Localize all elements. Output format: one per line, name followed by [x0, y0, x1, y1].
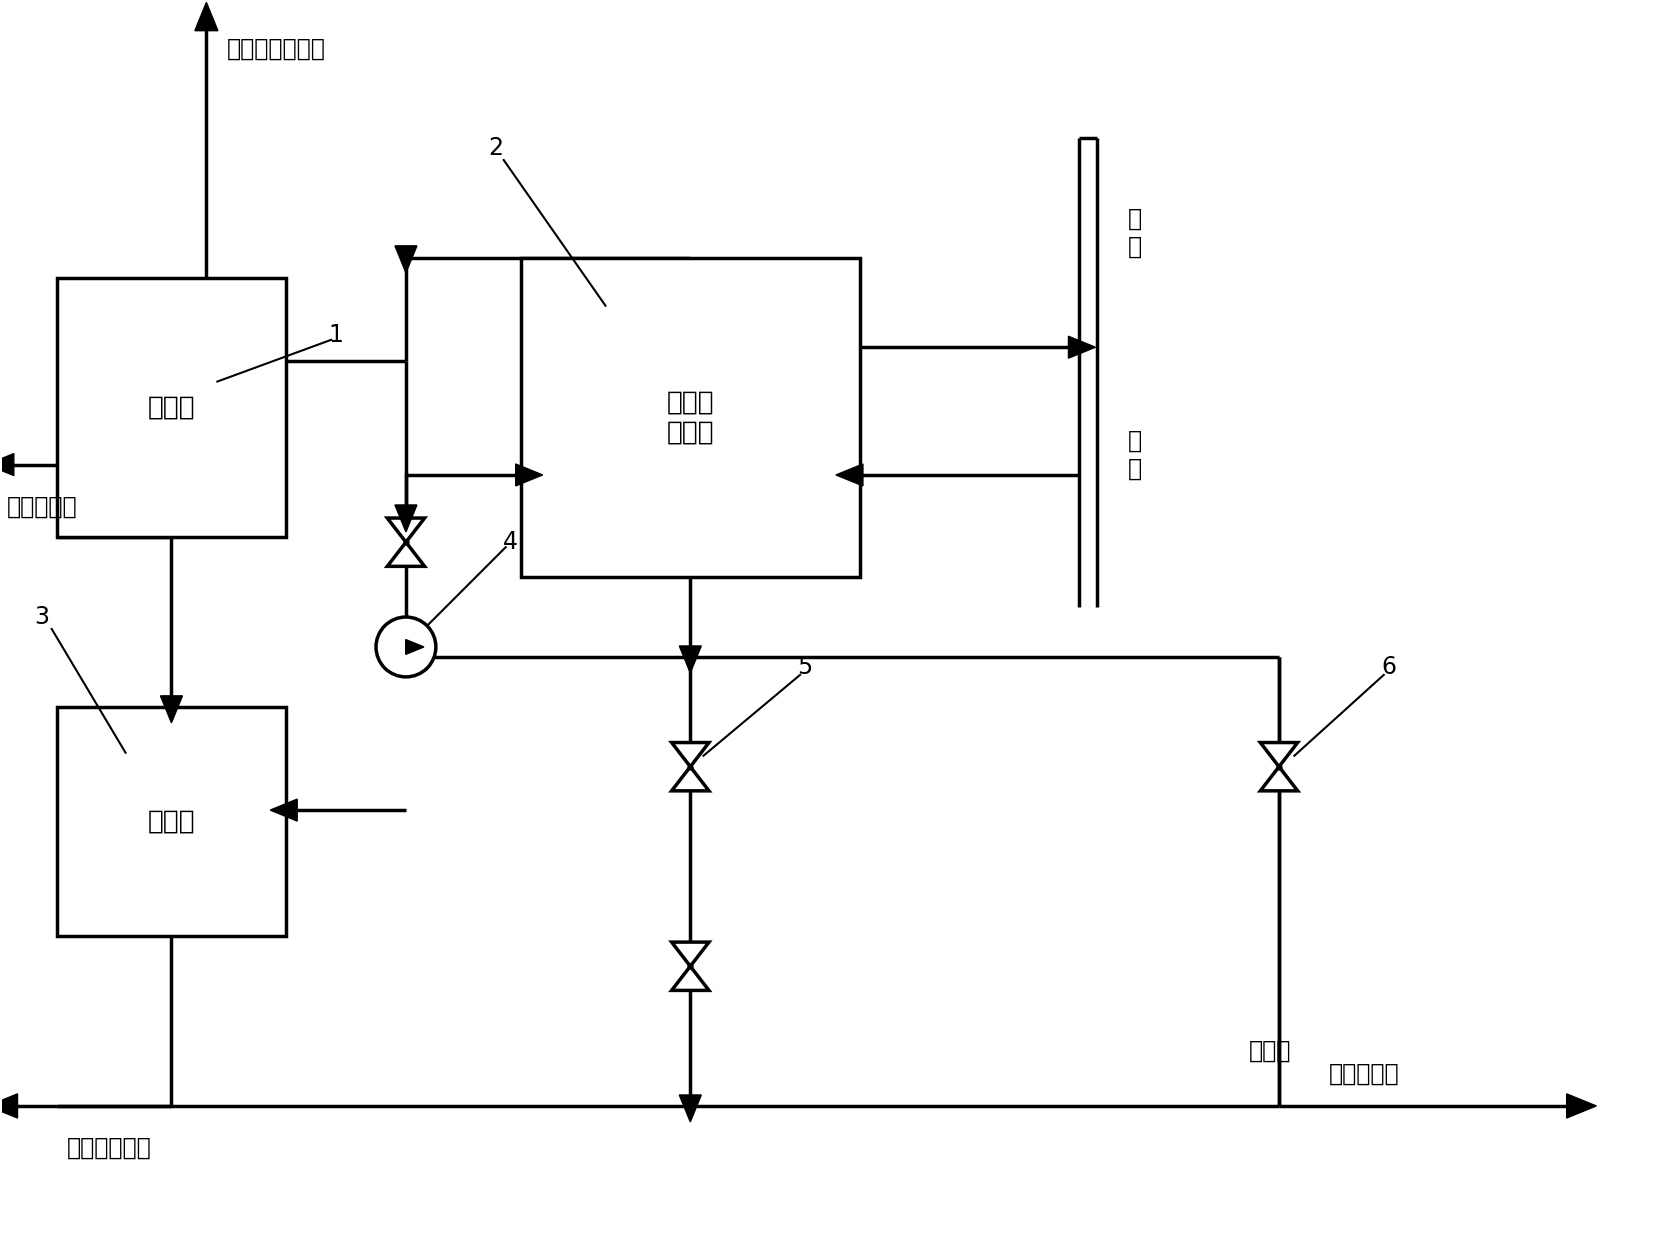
- Text: 6: 6: [1380, 655, 1395, 679]
- Polygon shape: [388, 542, 424, 567]
- Text: 自循环水泵来: 自循环水泵来: [66, 1136, 151, 1160]
- Circle shape: [376, 617, 436, 676]
- Text: 供
热: 供 热: [1127, 207, 1140, 259]
- Polygon shape: [270, 799, 297, 821]
- Polygon shape: [671, 967, 709, 991]
- Text: 3: 3: [35, 605, 50, 628]
- Polygon shape: [679, 1095, 701, 1123]
- Text: 4: 4: [504, 530, 519, 554]
- Text: 去往高压集汽缸: 去往高压集汽缸: [227, 36, 325, 60]
- Text: 汽轮机: 汽轮机: [147, 395, 196, 421]
- Polygon shape: [394, 505, 416, 532]
- Text: 5: 5: [797, 655, 812, 679]
- Text: 吸收式
制热机: 吸收式 制热机: [666, 390, 714, 445]
- Polygon shape: [0, 1094, 18, 1117]
- Polygon shape: [0, 454, 13, 475]
- Text: 循环水: 循环水: [1248, 1040, 1291, 1063]
- Polygon shape: [1566, 1094, 1596, 1117]
- Polygon shape: [1259, 743, 1297, 767]
- Polygon shape: [515, 464, 542, 486]
- Polygon shape: [671, 941, 709, 967]
- Bar: [520, 258, 860, 577]
- Polygon shape: [679, 646, 701, 672]
- Text: 去往除氧器: 去往除氧器: [7, 494, 78, 518]
- Polygon shape: [671, 743, 709, 767]
- Polygon shape: [406, 640, 424, 655]
- Polygon shape: [835, 464, 862, 486]
- Polygon shape: [161, 696, 182, 723]
- Text: 1: 1: [328, 323, 343, 347]
- Text: 去冷却水塔: 去冷却水塔: [1329, 1062, 1399, 1086]
- Polygon shape: [394, 246, 416, 273]
- Polygon shape: [388, 518, 424, 542]
- Polygon shape: [1067, 336, 1095, 358]
- Polygon shape: [196, 3, 217, 30]
- Bar: [56, 278, 287, 537]
- Text: 凝汽器: 凝汽器: [147, 808, 196, 835]
- Bar: [56, 706, 287, 936]
- Polygon shape: [671, 767, 709, 791]
- Text: 2: 2: [487, 136, 504, 160]
- Polygon shape: [1259, 767, 1297, 791]
- Text: 回
水: 回 水: [1127, 429, 1140, 481]
